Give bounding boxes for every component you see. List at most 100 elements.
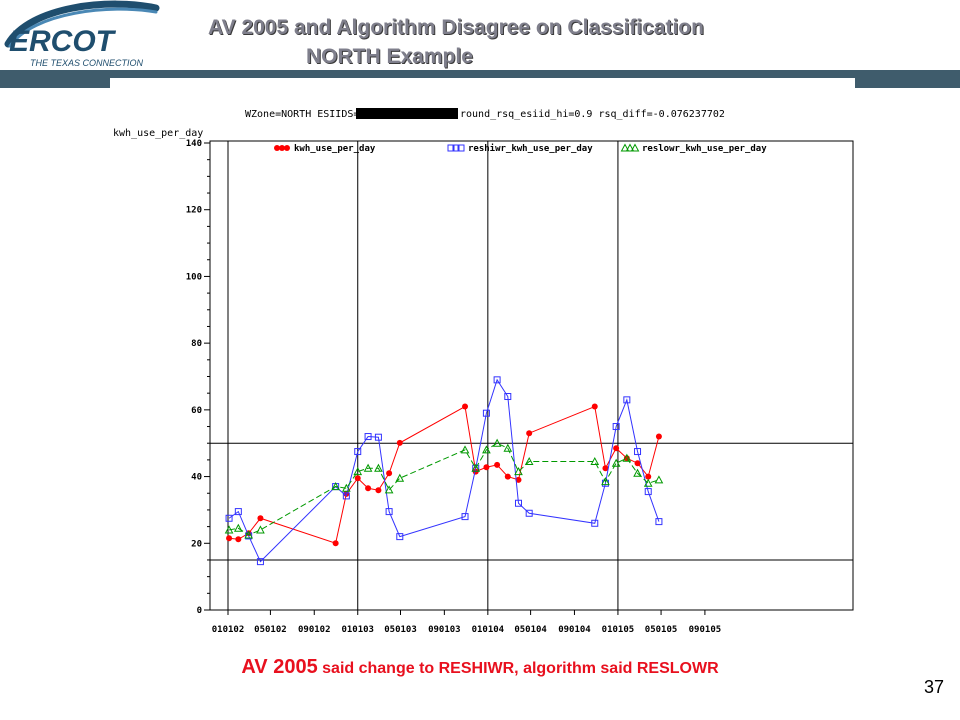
- slide-title-line1: AV 2005 and Algorithm Disagree on Classi…: [208, 16, 704, 39]
- data-point: [395, 473, 405, 482]
- data-point: [342, 492, 350, 500]
- data-point: [331, 482, 340, 491]
- series-reslowr_kwh_use_per_day: [224, 438, 664, 539]
- y-tick-label: 40: [191, 473, 202, 483]
- slide-number: 37: [923, 677, 944, 697]
- header-bar-inner: [110, 78, 855, 88]
- data-point: [384, 485, 394, 494]
- data-point: [386, 470, 393, 477]
- data-point: [482, 409, 490, 417]
- data-point: [622, 453, 632, 462]
- legend-label: kwh_use_per_day: [294, 144, 376, 154]
- data-point: [601, 477, 610, 486]
- data-point: [341, 483, 351, 492]
- caption-lead: AV 2005: [241, 656, 318, 678]
- data-point: [514, 499, 522, 507]
- data-point: [655, 433, 662, 440]
- x-tick-label: 050105: [645, 625, 678, 635]
- data-point: [644, 488, 652, 496]
- x-tick-label: 090105: [689, 625, 722, 635]
- legend-marker: [620, 143, 630, 152]
- x-tick-label: 050102: [254, 625, 287, 635]
- data-point: [224, 525, 234, 534]
- data-point: [462, 403, 469, 410]
- chart-legend: kwh_use_per_day reshiwr_kwh_use_per_day re…: [274, 143, 767, 154]
- data-point: [633, 468, 642, 477]
- data-point: [504, 393, 512, 401]
- reference-lines: [210, 141, 853, 610]
- data-point: [233, 523, 243, 532]
- plot-frame: [209, 140, 854, 611]
- data-point: [611, 458, 621, 467]
- data-point: [483, 464, 490, 471]
- data-point: [602, 465, 609, 472]
- logo-wordmark: ERCOT: [9, 25, 117, 58]
- data-point: [245, 532, 253, 540]
- data-point: [385, 508, 393, 516]
- chart-title-prefix: WZone=NORTH ESIIDS=: [245, 109, 359, 120]
- data-point: [634, 448, 642, 456]
- y-axis: 0 20 40 60 80 100 120 140: [186, 139, 210, 616]
- x-tick-label: 090103: [428, 625, 461, 635]
- data-point: [645, 473, 652, 480]
- x-tick-label: 090104: [558, 625, 591, 635]
- legend-marker: [457, 144, 465, 152]
- data-point: [494, 461, 501, 468]
- data-point: [226, 535, 233, 542]
- data-point: [613, 445, 620, 452]
- data-point: [634, 460, 641, 467]
- legend-marker: [284, 145, 290, 151]
- y-tick-label: 0: [197, 606, 202, 616]
- legend-marker: [274, 145, 280, 151]
- logo-tagline: THE TEXAS CONNECTION: [30, 58, 144, 68]
- data-point: [492, 438, 502, 447]
- data-point: [225, 514, 233, 522]
- data-point: [526, 430, 533, 437]
- data-point: [623, 396, 631, 404]
- data-point: [257, 515, 264, 522]
- data-point: [244, 530, 254, 539]
- legend-marker: [279, 145, 285, 151]
- data-point: [493, 376, 501, 384]
- legend-label: reshiwr_kwh_use_per_day: [468, 143, 593, 154]
- data-point: [460, 445, 470, 454]
- data-point: [482, 445, 491, 454]
- legend-item: reslowr_kwh_use_per_day: [620, 143, 767, 154]
- data-point: [471, 463, 481, 472]
- y-tick-label: 140: [186, 139, 202, 149]
- data-point: [256, 525, 265, 534]
- y-tick-label: 120: [186, 206, 202, 216]
- data-point: [612, 423, 620, 431]
- x-tick-label: 090102: [298, 625, 331, 635]
- data-point: [364, 433, 372, 441]
- legend-marker: [447, 144, 455, 152]
- data-point: [354, 475, 361, 482]
- data-point: [655, 518, 663, 526]
- legend-marker: [625, 143, 635, 152]
- data-point: [515, 476, 522, 483]
- data-point: [353, 467, 363, 476]
- series-kwh_use_per_day: [226, 403, 662, 547]
- data-point: [332, 540, 339, 547]
- data-point: [503, 443, 513, 452]
- series-line: [228, 442, 660, 536]
- data-point: [525, 509, 533, 517]
- x-axis: 010102 050102 090102 010103 050103 090103 0101…: [212, 610, 721, 635]
- y-axis-label: kwh_use_per_day: [113, 128, 203, 139]
- series-layer: [224, 376, 664, 566]
- y-tick-label: 20: [191, 539, 202, 549]
- data-point: [396, 439, 403, 446]
- x-tick-label: 010102: [212, 625, 245, 635]
- data-point: [354, 448, 362, 456]
- slide-caption: AV 2005 said change to RESHIWR, algorith…: [0, 656, 960, 679]
- legend-label: reslowr_kwh_use_per_day: [642, 144, 767, 154]
- data-point: [235, 536, 242, 543]
- line-chart: WZone=NORTH ESIIDS= round_rsq_esiid_hi=0…: [113, 108, 854, 635]
- data-point: [256, 558, 264, 566]
- data-point: [643, 478, 653, 487]
- x-tick-label: 010103: [341, 625, 374, 635]
- y-tick-label: 100: [186, 272, 202, 282]
- x-tick-label: 010105: [602, 625, 635, 635]
- data-point: [590, 457, 600, 466]
- x-tick-label: 050104: [514, 625, 547, 635]
